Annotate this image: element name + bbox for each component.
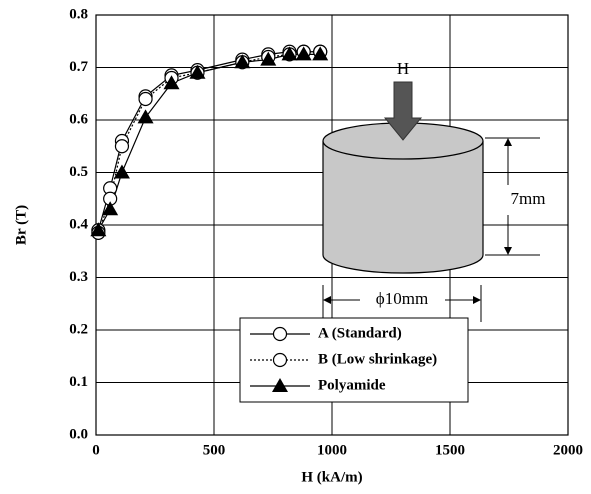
circle-marker: [114, 139, 130, 154]
x-axis-label: H (kA/m): [301, 469, 362, 485]
legend-label: A (Standard): [318, 325, 402, 341]
y-tick-label: 0.0: [69, 426, 88, 442]
x-tick-label: 1500: [435, 442, 465, 458]
y-tick-label: 0.5: [69, 164, 88, 180]
y-axis-label: Br (T): [13, 205, 29, 245]
x-tick-label: 0: [92, 442, 100, 458]
triangle-marker: [234, 54, 251, 69]
x-tick-label: 2000: [553, 442, 583, 458]
triangle-marker: [281, 46, 298, 61]
legend: A (Standard) B (Low shrinkage) Polyamide: [239, 317, 469, 403]
triangle-marker: [295, 46, 312, 61]
circle-marker: [272, 326, 288, 342]
y-tick-label: 0.1: [69, 374, 88, 390]
field-label: H: [397, 59, 409, 78]
y-tick-label: 0.3: [69, 269, 88, 285]
triangle-marker: [137, 109, 154, 124]
circle-marker: [272, 352, 288, 368]
triangle-marker: [163, 75, 180, 90]
triangle-marker: [113, 164, 130, 179]
x-tick-label: 500: [203, 442, 226, 458]
triangle-marker: [260, 51, 277, 66]
series-group: [90, 44, 329, 240]
height-label: 7mm: [511, 189, 546, 208]
y-tick-label: 0.6: [69, 111, 88, 127]
y-tick-label: 0.8: [69, 6, 88, 22]
cylinder-body: [322, 141, 484, 274]
circle-marker: [138, 91, 153, 107]
legend-label: B (Low shrinkage): [318, 351, 437, 367]
y-tick-label: 0.2: [69, 321, 88, 337]
legend-label: Polyamide: [318, 377, 386, 393]
diameter-label: ϕ10mm: [376, 289, 428, 308]
inset-diagram: H 7mm ϕ10mm: [322, 59, 546, 322]
x-tick-label: 1000: [317, 442, 347, 458]
triangle-marker: [102, 201, 119, 216]
triangle-marker: [272, 378, 288, 392]
triangle-marker: [189, 64, 206, 79]
field-arrow: [383, 81, 423, 141]
triangle-marker: [90, 222, 107, 237]
y-tick-label: 0.7: [69, 59, 88, 75]
triangle-marker: [312, 46, 329, 61]
y-tick-label: 0.4: [69, 216, 88, 232]
